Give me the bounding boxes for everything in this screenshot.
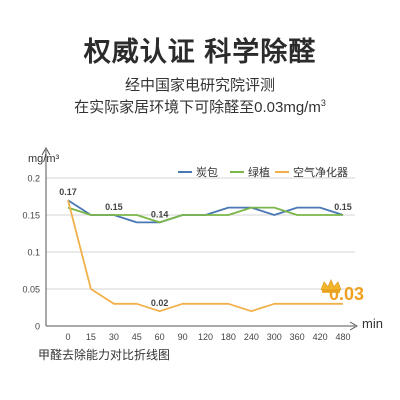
x-tick-label: 300	[267, 332, 282, 342]
data-label: 0.15	[334, 202, 352, 212]
x-tick-label: 240	[244, 332, 259, 342]
legend-label: 炭包	[196, 166, 218, 179]
subtitle-line-2-text: 在实际家居环境下可除醛至0.03mg/m	[74, 99, 321, 116]
chart-axes: 0 0.05 0.1 0.15 0.2 mg/m³ min 0 15 30 45 60 90 120 180…	[22, 146, 383, 342]
chart-caption: 甲醛去除能力对比折线图	[38, 348, 171, 362]
subtitle-line-2: 在实际家居环境下可除醛至0.03mg/m3	[0, 96, 400, 117]
series-line	[67, 206, 343, 224]
chart-legend: 炭包 绿植 空气净化器	[178, 165, 348, 179]
subtitle-line-2-superscript: 3	[320, 98, 326, 108]
series-line	[67, 199, 343, 313]
data-label: 0.14	[151, 209, 169, 219]
subtitle-line-1: 经中国家电研究院评测	[124, 77, 275, 94]
page-title: 权威认证 科学除醛	[83, 37, 317, 67]
legend-item: 绿植	[230, 165, 270, 179]
y-tick-label: 0.15	[22, 211, 40, 221]
chart-series	[67, 199, 344, 313]
data-label: 0.15	[105, 202, 123, 212]
chart-labels: 0.170.150.140.020.150.03	[59, 187, 364, 308]
x-tick-label: 45	[132, 332, 142, 342]
legend-item: 空气净化器	[275, 165, 348, 179]
y-tick-label: 0.1	[27, 248, 40, 258]
x-tick-label: 30	[109, 332, 119, 342]
y-tick-label: 0	[35, 322, 40, 332]
x-tick-label: 180	[221, 332, 236, 342]
crown-icon	[320, 279, 342, 293]
x-tick-label: 90	[178, 332, 188, 342]
legend-label: 绿植	[248, 165, 270, 179]
crown-shape	[320, 279, 342, 291]
x-tick-label: 360	[290, 332, 305, 342]
y-tick-label: 0.2	[27, 174, 40, 184]
y-tick-label: 0.05	[22, 285, 40, 295]
x-tick-label: 15	[86, 332, 96, 342]
y-axis-arrow	[41, 146, 51, 156]
crown-band	[322, 289, 340, 293]
legend-label: 空气净化器	[293, 165, 348, 179]
x-axis-label: min	[362, 316, 383, 331]
chart-grid	[46, 177, 355, 290]
y-axis-label: mg/m³	[28, 153, 60, 165]
data-label: 0.02	[151, 298, 169, 308]
x-tick-label: 60	[155, 332, 165, 342]
data-label: 0.17	[59, 187, 77, 197]
x-tick-label: 0	[65, 332, 70, 342]
x-tick-label: 480	[335, 332, 350, 342]
x-tick-label: 420	[313, 332, 328, 342]
x-tick-label: 120	[198, 332, 213, 342]
x-axis-arrow	[349, 321, 359, 331]
legend-item: 炭包	[178, 166, 218, 179]
